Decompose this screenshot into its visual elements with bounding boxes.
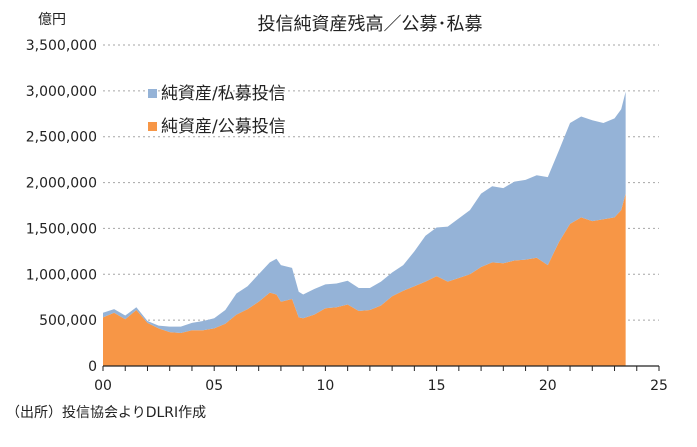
legend-label: 純資産/公募投信 — [161, 117, 286, 137]
area-layer — [103, 91, 626, 366]
legend-label: 純資産/私募投信 — [161, 84, 286, 104]
y-tick-label: 500,000 — [39, 313, 97, 329]
legend-swatch — [148, 122, 157, 131]
axis-layer: 0 500,000 1,000,000 1,500,000 2,000,000 2,500… — [26, 38, 668, 394]
x-tick-label: 05 — [205, 378, 223, 394]
x-tick-label: 10 — [316, 378, 334, 394]
series-area-0 — [103, 193, 626, 366]
x-tick-label: 25 — [650, 378, 668, 394]
source-note: （出所）投信協会よりDLRI作成 — [6, 405, 207, 421]
legend-swatch — [148, 89, 157, 98]
y-tick-label: 3,000,000 — [26, 84, 97, 100]
y-tick-label: 3,500,000 — [26, 38, 97, 54]
y-tick-label: 1,000,000 — [26, 267, 97, 283]
chart-title: 投信純資産残高／公募･私募 — [258, 14, 483, 35]
x-tick-label: 00 — [94, 378, 112, 394]
x-tick-label: 20 — [539, 378, 557, 394]
y-axis-unit: 億円 — [38, 12, 66, 28]
x-tick-label: 15 — [428, 378, 446, 394]
y-tick-label: 1,500,000 — [26, 221, 97, 237]
y-tick-label: 2,500,000 — [26, 130, 97, 146]
y-tick-label: 2,000,000 — [26, 176, 97, 192]
series-area-1 — [103, 91, 626, 333]
y-tick-label: 0 — [88, 359, 97, 375]
